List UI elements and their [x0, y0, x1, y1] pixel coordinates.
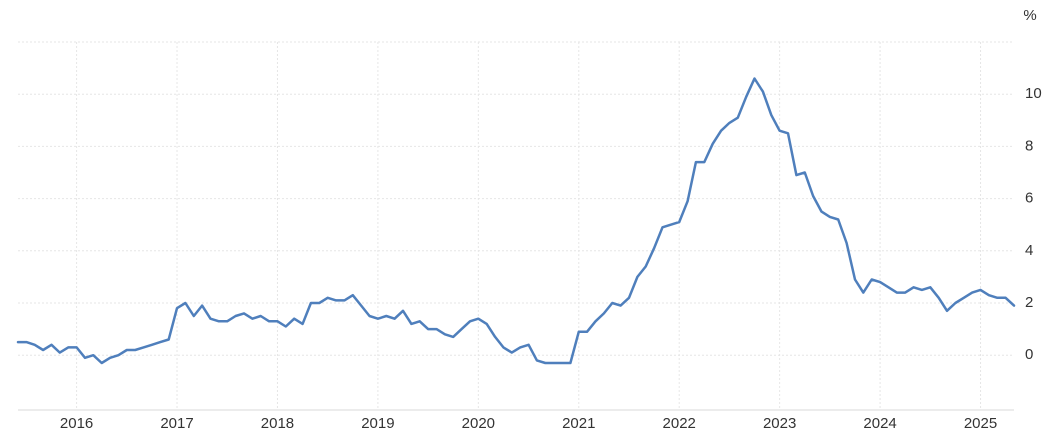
- x-tick-label: 2024: [863, 415, 896, 432]
- x-tick-label: 2021: [562, 415, 595, 432]
- x-tick-label: 2023: [763, 415, 796, 432]
- y-tick-label: 4: [1025, 242, 1033, 259]
- y-tick-label: 2: [1025, 294, 1033, 311]
- x-tick-label: 2019: [361, 415, 394, 432]
- y-tick-label: 10: [1025, 85, 1042, 102]
- x-tick-label: 2018: [261, 415, 294, 432]
- x-tick-label: 2020: [462, 415, 495, 432]
- y-tick-label: 6: [1025, 190, 1033, 207]
- x-tick-label: 2022: [663, 415, 696, 432]
- y-unit: %: [1023, 7, 1036, 24]
- x-tick-label: 2016: [60, 415, 93, 432]
- y-tick-label: 0: [1025, 346, 1033, 363]
- data-line: [16, 77, 1016, 365]
- y-tick-label: 8: [1025, 137, 1033, 154]
- x-tick-label: 2017: [160, 415, 193, 432]
- x-tick-label: 2025: [964, 415, 997, 432]
